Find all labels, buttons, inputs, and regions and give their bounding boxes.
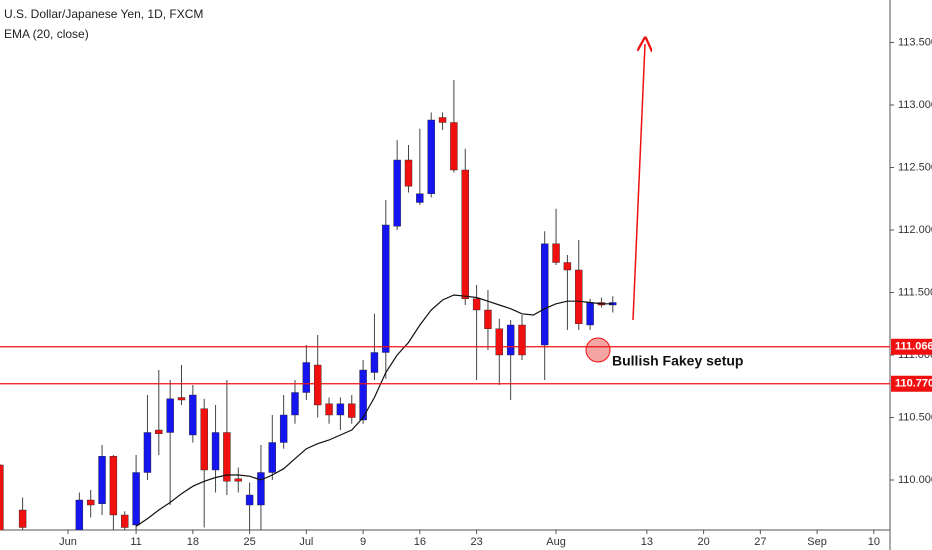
candle-body <box>98 456 106 504</box>
candle-body <box>541 243 549 346</box>
candle-body <box>370 352 379 373</box>
x-tick-label: 18 <box>187 536 199 548</box>
plot-area <box>0 80 617 530</box>
candle-body <box>450 122 458 171</box>
candle-body <box>416 193 424 203</box>
x-tick-label: 27 <box>754 536 766 548</box>
x-tick-label: Aug <box>546 536 566 548</box>
candle-body <box>484 309 492 329</box>
candle-body <box>404 159 413 187</box>
x-tick-label: 23 <box>470 536 482 548</box>
x-tick-label: Jul <box>299 536 313 548</box>
candle-body <box>245 494 254 506</box>
x-tick-label: 13 <box>641 536 653 548</box>
x-tick-label: Jun <box>59 536 77 548</box>
candle-body <box>472 298 481 311</box>
fakey-marker <box>585 337 611 363</box>
candle-body <box>495 328 503 356</box>
candle-body <box>18 509 27 528</box>
candle-body <box>586 302 594 326</box>
candle-body <box>189 394 197 436</box>
candle-body <box>393 159 401 227</box>
candle-body <box>177 397 186 401</box>
candle-body <box>211 432 220 471</box>
candle-body <box>518 324 526 356</box>
chart-title: U.S. Dollar/Japanese Yen, 1D, FXCM <box>4 7 203 21</box>
arrow <box>632 44 645 321</box>
candle-body <box>0 464 4 530</box>
annotation: Bullish Fakey setup <box>612 353 743 369</box>
candle-body <box>382 224 390 353</box>
candle-body <box>575 269 583 324</box>
candle-body <box>166 398 174 433</box>
y-tick-label: 111.500 <box>898 286 932 298</box>
candle-body <box>438 117 447 123</box>
candle-body <box>121 514 129 528</box>
candle-body <box>302 362 311 393</box>
candle-body <box>348 403 356 418</box>
candle-body <box>234 478 242 482</box>
x-tick-label: 20 <box>697 536 709 548</box>
y-tick-label: 113.500 <box>898 36 932 48</box>
candle-body <box>200 408 208 471</box>
ema-line <box>135 294 613 527</box>
candle-body <box>336 403 345 416</box>
candle-body <box>279 414 288 443</box>
candle-body <box>314 364 322 406</box>
candle-body <box>359 369 367 421</box>
x-tick-label: 11 <box>130 536 141 548</box>
candle-body <box>132 472 140 526</box>
candle-body <box>325 403 333 416</box>
candle-body <box>109 456 118 516</box>
candle-body <box>291 392 299 416</box>
candle-body <box>552 243 560 263</box>
candle-body <box>257 472 265 506</box>
level-label: 110.770 <box>895 378 932 390</box>
y-tick-label: 113.000 <box>898 99 932 111</box>
candle-body <box>155 429 163 434</box>
candle-body <box>563 262 572 271</box>
level-label: 111.066 <box>895 341 932 353</box>
ema-legend: EMA (20, close) <box>4 27 89 41</box>
y-tick-label: 112.500 <box>898 161 932 173</box>
x-tick-label: 25 <box>243 536 255 548</box>
candle-body <box>86 499 95 506</box>
x-tick-label: 10 <box>868 536 880 548</box>
x-tick-label: 9 <box>360 536 366 548</box>
candle-body <box>461 169 469 299</box>
x-tick-label: Sep <box>807 536 827 548</box>
level-badge <box>891 338 932 355</box>
y-tick-label: 110.500 <box>898 411 932 423</box>
x-tick-label: 16 <box>414 536 426 548</box>
candle-body <box>506 324 515 356</box>
candle-body <box>223 432 231 482</box>
candle-body <box>143 432 152 473</box>
candle-body <box>75 499 84 530</box>
candle-body <box>268 442 276 473</box>
y-tick-label: 112.000 <box>898 224 932 236</box>
candle-body <box>427 119 435 194</box>
level-badge <box>891 375 932 392</box>
y-tick-label: 110.000 <box>898 474 932 486</box>
